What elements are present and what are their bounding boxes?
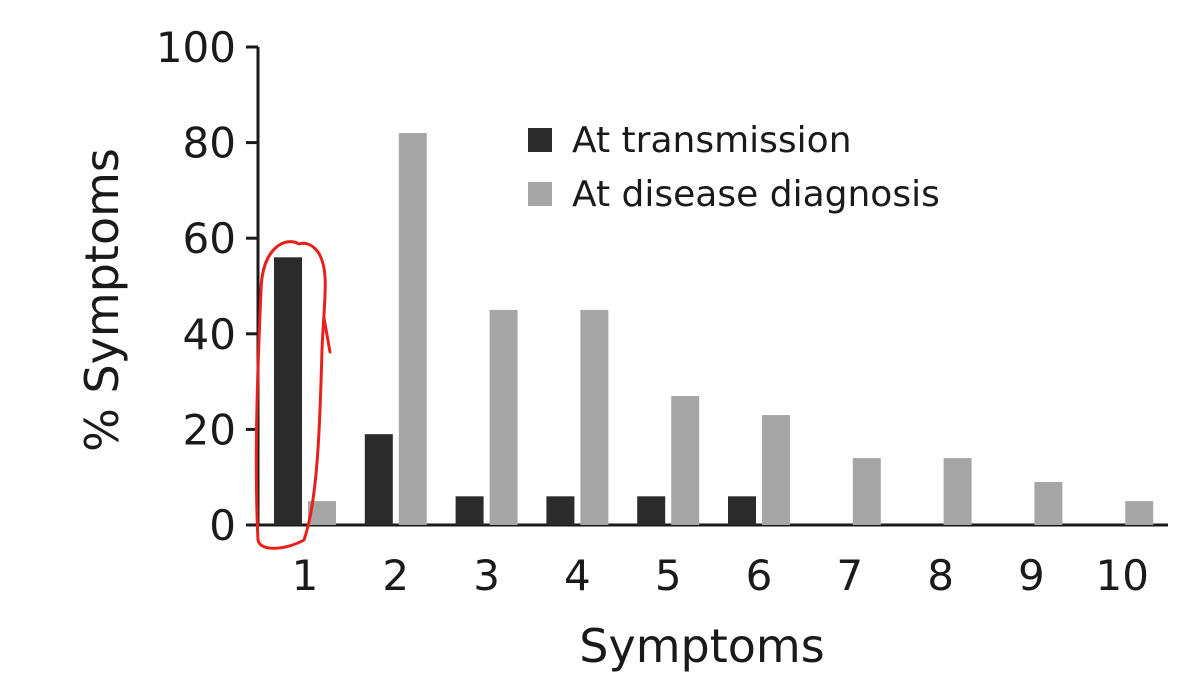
bar-diagnosis-3 [489, 309, 518, 525]
x-tick-label: 3 [473, 551, 500, 600]
x-tick-label: 1 [292, 551, 319, 600]
x-tick-label: 8 [927, 551, 954, 600]
x-tick-label: 10 [1095, 551, 1148, 600]
bar-transmission-2 [364, 434, 393, 525]
annotation-group [254, 240, 332, 550]
legend-label-transmission: At transmission [572, 120, 852, 161]
bar-transmission-6 [728, 496, 756, 525]
bar-diagnosis-7 [852, 458, 881, 525]
bar-diagnosis-10 [1125, 501, 1154, 525]
x-tick-label: 6 [746, 551, 773, 600]
x-tick-label: 2 [382, 551, 409, 600]
legend-swatch-diagnosis [528, 182, 552, 206]
bar-transmission-1 [274, 257, 302, 525]
x-tick-label: 9 [1018, 551, 1045, 600]
y-tick-label: 80 [183, 119, 236, 168]
y-tick-label: 0 [209, 501, 236, 550]
bars-group [274, 133, 1154, 526]
y-axis-label: % Symptoms [75, 148, 129, 452]
y-tick-label: 20 [183, 405, 236, 454]
bar-transmission-4 [546, 496, 575, 525]
y-tick-label: 60 [183, 214, 236, 263]
y-tick-label: 40 [183, 310, 236, 359]
annotation-stroke [322, 316, 332, 354]
x-tick-label: 4 [564, 551, 591, 600]
x-tick-label: 5 [655, 551, 682, 600]
bar-diagnosis-8 [943, 458, 972, 525]
legend-swatch-transmission [528, 128, 552, 152]
bar-diagnosis-2 [398, 133, 427, 526]
axis-labels-group: Symptoms % Symptoms [75, 148, 825, 673]
bar-diagnosis-1 [308, 501, 336, 525]
y-tick-label: 100 [156, 23, 236, 72]
bar-diagnosis-5 [671, 395, 700, 525]
bar-diagnosis-6 [762, 415, 790, 525]
annotation-circle [254, 240, 327, 550]
legend: At transmission At disease diagnosis [528, 120, 940, 215]
bar-transmission-5 [637, 496, 666, 525]
x-axis-label: Symptoms [579, 619, 824, 673]
bar-diagnosis-9 [1034, 481, 1063, 525]
bar-transmission-3 [455, 496, 484, 525]
tick-labels-group: 0 20 40 60 80 100 1 2 3 4 5 6 7 8 9 10 [156, 23, 1149, 600]
x-tick-label: 7 [836, 551, 863, 600]
legend-label-diagnosis: At disease diagnosis [572, 174, 940, 215]
bar-diagnosis-4 [580, 309, 609, 525]
